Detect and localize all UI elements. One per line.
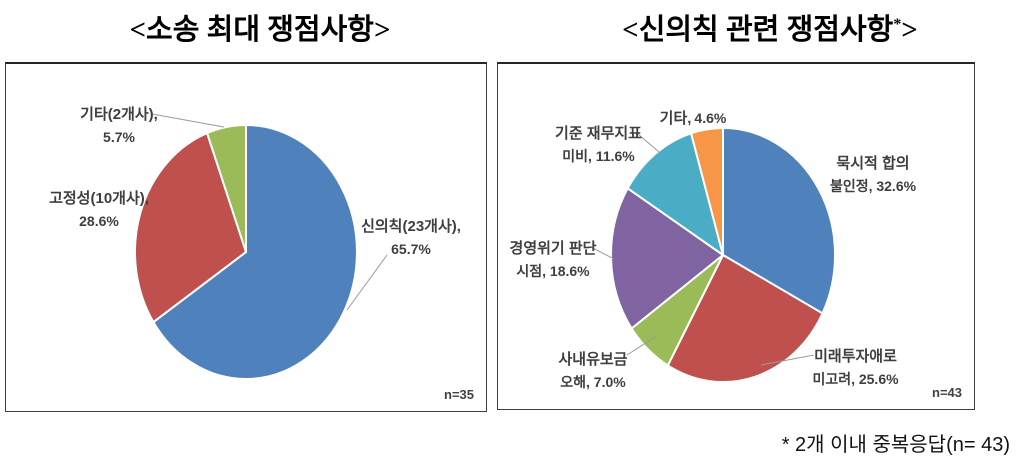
label-future-investment-value: 미고려, 25.6% — [812, 371, 899, 387]
pie-slice-3 — [610, 186, 725, 330]
left-pie-chart — [133, 113, 388, 380]
label-other-right-value: 4.6% — [694, 110, 727, 126]
leader-line-good-faith — [346, 254, 388, 311]
label-management-crisis-name: 경영위기 판단 — [509, 240, 597, 257]
label-implicit-agreement: 묵시적 합의 불인정, 32.6% — [818, 152, 928, 198]
pie-slice-4 — [626, 132, 725, 258]
right-chart-title: <신의칙 관련 쟁점사항*> — [520, 6, 1020, 48]
right-chart-title-close: > — [901, 14, 918, 46]
pie-slice-0 — [152, 123, 358, 380]
label-other: 기타(2개사), 5.7% — [59, 103, 179, 149]
label-other-name: 기타(2개사), — [80, 106, 158, 123]
label-financial-indicators-value: 미비, 11.6% — [562, 148, 635, 164]
label-other-value: 5.7% — [103, 129, 135, 145]
label-financial-indicators: 기준 재무지표 미비, 11.6% — [541, 122, 656, 168]
label-implicit-agreement-value: 불인정, 32.6% — [829, 178, 917, 194]
footnote: * 2개 이내 중복응답(n= 43) — [781, 434, 1010, 456]
pie-slice-2 — [205, 123, 247, 253]
right-chart-title-text: <신의칙 관련 쟁점사항 — [622, 14, 894, 46]
label-implicit-agreement-name: 묵시적 합의 — [836, 155, 910, 172]
label-future-investment: 미래투자애로 미고려, 25.6% — [798, 345, 913, 391]
left-chart-panel: 기타(2개사), 5.7% 고정성(10개사), 28.6% 신의칙(23개사)… — [5, 62, 487, 412]
label-retained-earnings: 사내유보금 오해, 7.0% — [538, 348, 648, 394]
label-good-faith: 신의칙(23개사), 65.7% — [351, 215, 471, 261]
label-other-right: 기타, 4.6% — [638, 107, 748, 130]
left-chart-title-text: <소송 최대 쟁점사항> — [129, 14, 391, 46]
right-pie-chart — [590, 126, 836, 384]
label-good-faith-value: 65.7% — [391, 241, 431, 257]
label-retained-earnings-value: 오해, 7.0% — [560, 374, 626, 390]
label-financial-indicators-name: 기준 재무지표 — [555, 125, 642, 142]
left-chart-title: <소송 최대 쟁점사항> — [20, 6, 500, 48]
left-pie-slices — [133, 123, 358, 380]
label-fixedness-value: 28.6% — [79, 213, 119, 229]
right-chart-title-superscript: * — [893, 16, 902, 33]
label-retained-earnings-name: 사내유보금 — [558, 351, 628, 368]
leader-line-financial-indicators — [637, 133, 660, 153]
pie-slice-1 — [666, 253, 824, 384]
label-good-faith-name: 신의칙(23개사), — [361, 218, 461, 235]
pie-slice-0 — [722, 126, 836, 315]
label-other-right-name: 기타, — [659, 110, 692, 127]
pie-slice-5 — [689, 126, 724, 256]
pie-slice-1 — [133, 131, 248, 324]
label-future-investment-name: 미래투자애로 — [814, 348, 897, 365]
left-sample-size: n=35 — [444, 387, 474, 402]
right-chart-panel: 기타, 4.6% 기준 재무지표 미비, 11.6% 묵시적 합의 불인정, 3… — [497, 62, 975, 410]
leader-line-management-crisis — [590, 246, 615, 260]
right-sample-size: n=43 — [932, 385, 962, 400]
label-management-crisis: 경영위기 판단 시점, 18.6% — [498, 237, 608, 283]
label-management-crisis-value: 시점, 18.6% — [516, 263, 590, 279]
leader-line-retained-earnings — [626, 336, 656, 356]
right-pie-slices — [610, 126, 836, 384]
leader-line-other — [151, 113, 225, 128]
label-fixedness-name: 고정성(10개사), — [49, 190, 149, 207]
label-fixedness: 고정성(10개사), 28.6% — [34, 187, 164, 233]
leader-line-future-investment — [760, 354, 815, 366]
